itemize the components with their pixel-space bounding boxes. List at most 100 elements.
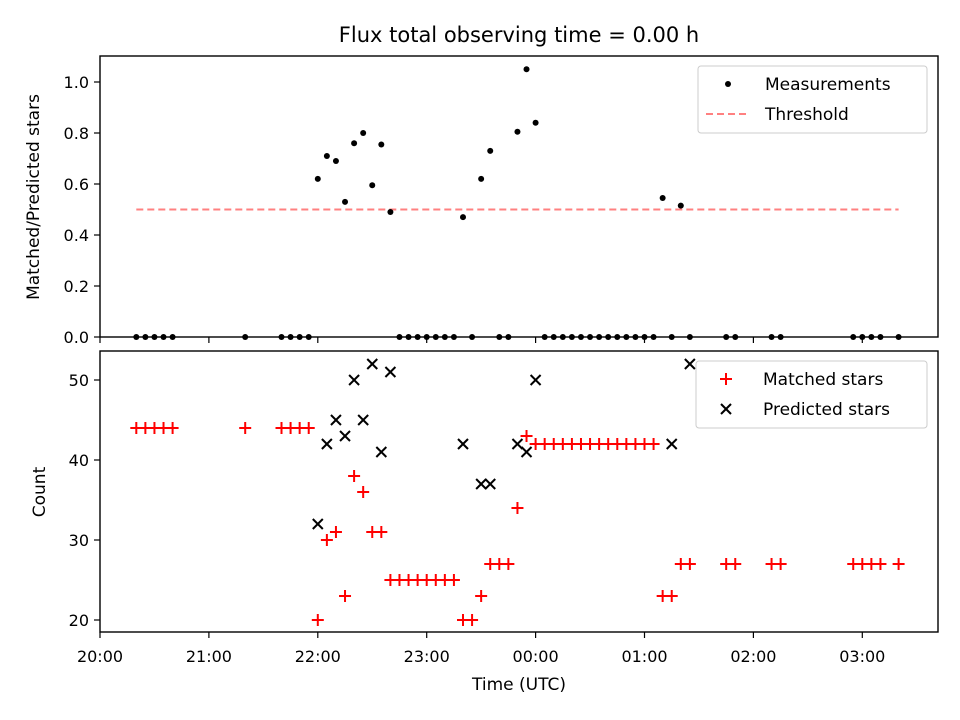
measurement-point: [396, 334, 403, 340]
top-panel: Flux total observing time = 0.00 h Match…: [24, 23, 939, 347]
predicted-star-marker: [520, 446, 533, 458]
bottom-legend: Matched stars Predicted stars: [695, 360, 928, 429]
matched-star-marker: [320, 534, 333, 546]
predicted-star-marker: [321, 438, 333, 450]
matched-star-marker: [466, 614, 479, 626]
bottom-x-tick-label: 01:00: [621, 647, 667, 666]
measurement-point: [587, 334, 594, 340]
bottom-x-tick-label: 21:00: [186, 647, 232, 666]
bottom-plot-frame: [99, 350, 939, 633]
top-y-tick-label: 0.0: [64, 328, 89, 347]
bottom-panel: Count Time (UTC) 20 30 40 50 20:00 21:00 22:0…: [30, 350, 939, 695]
legend-measurements-label: Measurements: [765, 75, 891, 95]
matched-star-marker: [892, 558, 905, 570]
predicted-star-marker: [511, 438, 524, 450]
measurement-point: [868, 334, 875, 340]
bottom-y-tick-label: 20: [69, 611, 89, 630]
measurement-point: [142, 334, 149, 340]
bottom-x-tick-label: 20:00: [77, 647, 123, 666]
measurement-point: [541, 334, 548, 340]
measurement-point: [323, 152, 330, 159]
top-legend: Measurements Threshold: [697, 65, 928, 134]
measurement-point: [632, 334, 639, 340]
matched-star-marker: [339, 590, 352, 602]
measurement-point: [505, 334, 512, 340]
measurement-point: [360, 130, 367, 136]
top-y-ticks: 0.0 0.2 0.4 0.6 0.8 1.0: [64, 73, 100, 347]
measurement-point: [423, 334, 430, 340]
measurement-point: [405, 334, 412, 340]
measurement-point: [768, 334, 775, 340]
measurement-point: [568, 334, 575, 340]
bottom-x-tick-label: 22:00: [295, 647, 341, 666]
measurement-point: [478, 175, 485, 182]
matched-star-marker: [502, 558, 515, 570]
measurement-point: [668, 334, 675, 340]
bottom-y-tick-label: 40: [69, 451, 89, 470]
matched-star-marker: [329, 526, 342, 538]
measurement-point: [278, 334, 285, 340]
measurement-point: [605, 334, 612, 340]
measurement-point: [296, 334, 303, 340]
measurement-point: [777, 334, 784, 340]
measurement-point: [332, 158, 339, 165]
measurement-point: [369, 182, 376, 189]
measurement-point: [659, 195, 666, 202]
measurement-point: [550, 334, 557, 340]
measurement-point: [732, 334, 739, 340]
measurement-point: [677, 202, 684, 209]
measurement-point: [305, 334, 312, 340]
predicted-star-marker: [330, 414, 342, 426]
matched-star-marker: [729, 558, 742, 570]
predicted-star-marker: [357, 414, 369, 426]
predicted-star-marker: [529, 374, 542, 386]
measurement-point: [686, 334, 693, 340]
legend-matched-label: Matched stars: [763, 370, 883, 390]
matched-star-marker: [511, 502, 524, 514]
matched-star-marker: [475, 590, 488, 602]
bottom-y-tick-label: 50: [69, 371, 89, 390]
measurement-point: [850, 334, 857, 340]
bottom-x-tick-label: 23:00: [404, 647, 450, 666]
top-plot-frame: [99, 55, 939, 338]
matched-star-marker: [348, 470, 361, 482]
measurement-point: [895, 334, 902, 340]
measurement-point: [532, 119, 539, 126]
matched-star-marker: [166, 422, 179, 434]
predicted-star-marker: [366, 358, 378, 370]
matched-star-marker: [774, 558, 787, 570]
top-y-axis-label: Matched/Predicted stars: [24, 94, 44, 300]
measurement-point: [432, 334, 439, 340]
predicted-star-marker: [684, 358, 696, 370]
top-legend-box: [697, 65, 928, 134]
measurement-point: [342, 198, 349, 205]
bottom-legend-box: [695, 360, 928, 429]
top-y-tick-label: 0.4: [64, 226, 89, 245]
measurement-point: [378, 141, 385, 148]
measurement-point: [859, 334, 866, 340]
measurement-point: [160, 334, 167, 340]
measurement-point: [469, 334, 476, 340]
matched-star-marker: [647, 438, 660, 450]
bottom-y-axis-label: Count: [30, 466, 50, 517]
measurement-point: [614, 334, 621, 340]
bottom-x-axis-label: Time (UTC): [471, 675, 566, 695]
top-y-tick-label: 0.8: [64, 124, 89, 143]
top-y-tick-label: 1.0: [64, 73, 89, 92]
measurement-point: [650, 334, 657, 340]
measurement-point: [723, 334, 730, 340]
measurement-point: [242, 334, 249, 340]
measurement-point: [151, 334, 158, 340]
matched-star-marker: [357, 486, 370, 498]
matched-star-marker: [311, 614, 324, 626]
legend-matched-marker: [720, 373, 732, 385]
predicted-star-marker: [475, 478, 487, 490]
matched-star-marker: [874, 558, 887, 570]
matched-stars-series: [130, 422, 905, 626]
predicted-star-marker: [375, 446, 388, 458]
predicted-star-marker: [312, 518, 324, 530]
legend-predicted-label: Predicted stars: [763, 400, 890, 420]
bottom-y-tick-label: 30: [69, 531, 89, 550]
matched-star-marker: [302, 422, 315, 434]
